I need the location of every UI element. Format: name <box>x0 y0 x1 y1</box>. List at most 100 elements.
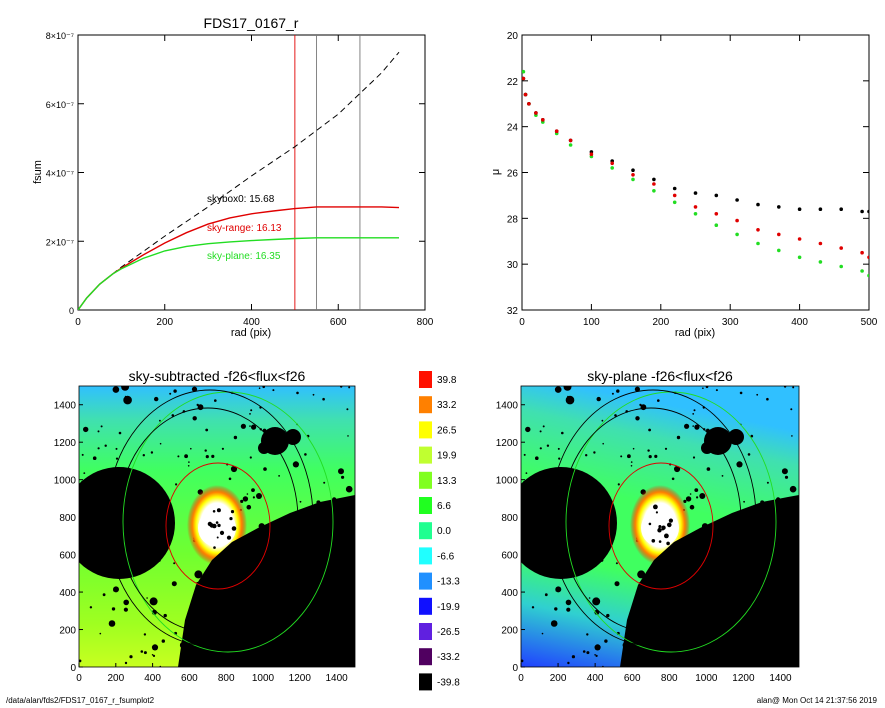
mu-point <box>522 76 526 81</box>
masked-source <box>783 386 787 388</box>
mu-point <box>756 228 760 232</box>
masked-source <box>184 454 189 459</box>
masked-source <box>539 430 542 433</box>
sky-subtracted-map-panel: sky-subtracted -f26<flux<f26 0 200 400 600 8… <box>54 368 356 684</box>
mu-point <box>652 189 656 193</box>
masked-source <box>554 386 562 393</box>
masked-source <box>159 419 161 422</box>
masked-source <box>104 444 107 447</box>
masked-source <box>97 447 100 450</box>
mu-point <box>867 209 869 214</box>
masked-source <box>617 483 620 486</box>
mu-x-tick-label: 500 <box>861 317 878 328</box>
fsum-y-tick-label: 8×10⁻⁷ <box>46 31 74 41</box>
mu-point <box>777 248 781 253</box>
masked-source <box>129 655 133 659</box>
masked-source <box>585 454 588 457</box>
core-masked-source <box>230 510 235 514</box>
masked-source <box>205 455 209 459</box>
mu-point <box>527 102 531 106</box>
map-x-tick-label: 800 <box>218 673 235 684</box>
masked-source <box>699 493 706 499</box>
masked-source <box>721 475 724 477</box>
masked-source <box>250 409 253 412</box>
masked-source <box>83 426 89 433</box>
mu-point <box>610 161 614 166</box>
mu-point <box>777 232 781 237</box>
colorbar-swatch <box>419 396 432 414</box>
masked-source <box>766 481 769 484</box>
colorbar-label: -33.2 <box>437 652 460 663</box>
masked-source <box>173 562 176 565</box>
masked-source <box>151 644 159 651</box>
masked-source <box>689 493 692 495</box>
fsum-title: FDS17_0167_r <box>204 15 299 31</box>
masked-source <box>92 456 97 461</box>
mu-series-points <box>522 69 869 278</box>
masked-source <box>346 408 349 411</box>
map1-title: sky-subtracted -f26<flux<f26 <box>129 368 306 384</box>
footer-stamp: alan@ Mon Oct 14 21:37:56 2019 <box>757 696 878 705</box>
colorbar-label: -6.6 <box>437 551 455 562</box>
masked-source <box>648 455 652 459</box>
mu-point <box>735 218 739 223</box>
map2-title: sky-plane -f26<flux<f26 <box>587 368 733 384</box>
map2-mask-circle <box>521 467 617 579</box>
masked-source <box>348 386 351 389</box>
map1-bright-core-dots <box>207 508 237 549</box>
masked-source <box>616 389 620 393</box>
masked-source <box>566 607 571 612</box>
masked-source <box>789 485 797 493</box>
mu-x-tick-label: 300 <box>722 317 739 328</box>
masked-source <box>322 397 325 401</box>
sky-plane-map-panel: sky-plane -f26<flux<f26 0 200 400 600 800 100… <box>496 368 800 684</box>
mu-point <box>797 237 802 241</box>
masked-source <box>525 472 528 474</box>
masked-source <box>743 500 745 503</box>
map-x-tick-label: 800 <box>661 673 678 684</box>
masked-source <box>242 496 249 502</box>
masked-source <box>214 399 217 402</box>
masked-source <box>79 659 82 663</box>
masked-source <box>615 562 618 565</box>
annotation-sky-range: sky-range: 16.13 <box>207 223 282 234</box>
masked-source <box>736 461 743 468</box>
masked-source <box>278 475 280 477</box>
fsum-xlabel: rad (pix) <box>231 327 271 339</box>
masked-source <box>251 488 255 492</box>
masked-source <box>192 416 197 421</box>
masked-source <box>596 396 601 402</box>
map-x-tick-label: 600 <box>181 673 198 684</box>
mu-point <box>839 246 843 250</box>
masked-source <box>263 467 267 471</box>
masked-source <box>620 455 623 458</box>
mu-point <box>797 255 802 260</box>
colorbar-swatch <box>419 446 432 464</box>
map-x-tick-label: 0 <box>518 673 524 684</box>
masked-source <box>539 447 542 450</box>
fsum-x-tick-label: 400 <box>243 317 260 328</box>
masked-source <box>211 454 215 458</box>
masked-source <box>614 414 617 417</box>
masked-source <box>338 468 344 475</box>
masked-source <box>118 431 122 435</box>
fsum-y-tick-label: 2×10⁻⁷ <box>46 237 74 247</box>
masked-source <box>246 493 249 495</box>
mu-x-tick-label: 200 <box>652 317 669 328</box>
masked-source <box>113 586 119 593</box>
colorbar-label: -13.3 <box>437 577 460 588</box>
masked-source <box>630 461 633 463</box>
fsum-x-tick-label: 800 <box>417 317 434 328</box>
mu-point <box>860 250 864 255</box>
mu-point <box>652 182 656 186</box>
mu-x-tick-label: 0 <box>519 317 525 328</box>
masked-source <box>792 386 795 389</box>
mu-point <box>867 273 869 278</box>
colorbar-label: 0.0 <box>437 526 451 537</box>
masked-source <box>159 442 162 445</box>
masked-source <box>696 496 699 499</box>
fsum-ylabel: fsum <box>32 160 44 184</box>
masked-source <box>689 504 695 510</box>
mu-point <box>672 193 677 198</box>
core-masked-source <box>658 527 661 530</box>
